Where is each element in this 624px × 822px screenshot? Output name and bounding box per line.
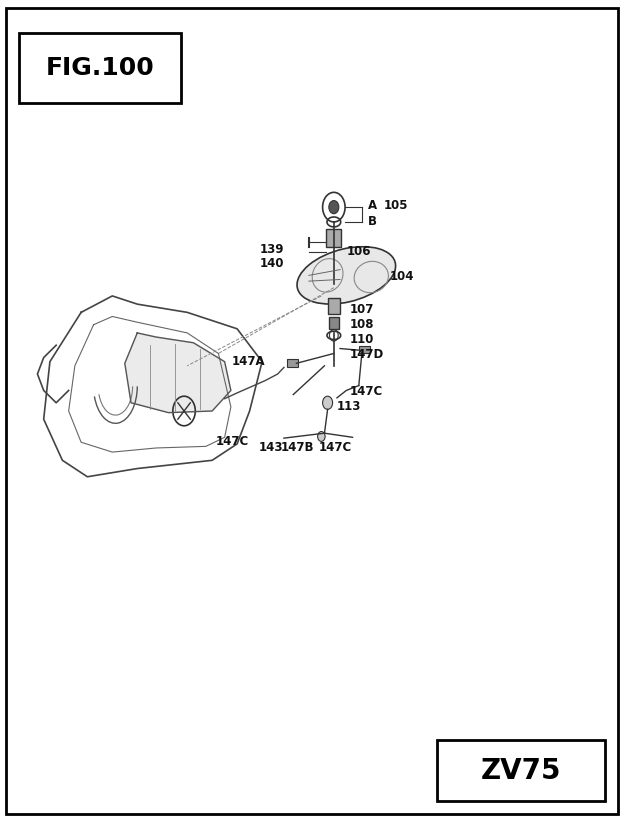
- Bar: [328, 298, 340, 314]
- Bar: [326, 229, 341, 247]
- Bar: [359, 346, 370, 353]
- Circle shape: [323, 396, 333, 409]
- Text: 139: 139: [260, 243, 284, 256]
- Text: 147C: 147C: [349, 385, 383, 398]
- Text: 147B: 147B: [281, 441, 314, 454]
- Text: FIG.100: FIG.100: [46, 56, 154, 81]
- Circle shape: [318, 432, 325, 441]
- Text: 110: 110: [349, 333, 374, 346]
- Text: 104: 104: [390, 270, 414, 283]
- Polygon shape: [125, 333, 231, 413]
- Bar: [19, 33, 181, 103]
- Text: 105: 105: [384, 199, 408, 212]
- Bar: [329, 317, 339, 329]
- Circle shape: [329, 201, 339, 214]
- Text: B: B: [368, 215, 377, 228]
- Text: 147D: 147D: [349, 348, 384, 361]
- Bar: [437, 740, 605, 801]
- Text: 147C: 147C: [215, 435, 248, 448]
- Text: ZV75: ZV75: [480, 757, 562, 785]
- Text: 143: 143: [259, 441, 283, 454]
- Bar: [287, 359, 298, 367]
- Text: 147C: 147C: [318, 441, 351, 454]
- Text: A: A: [368, 199, 378, 212]
- Text: 106: 106: [346, 245, 371, 258]
- Text: 140: 140: [260, 256, 284, 270]
- Ellipse shape: [297, 247, 396, 304]
- Text: 147A: 147A: [232, 355, 265, 368]
- Text: 113: 113: [337, 399, 361, 413]
- Text: 107: 107: [349, 303, 374, 316]
- Text: 108: 108: [349, 318, 374, 331]
